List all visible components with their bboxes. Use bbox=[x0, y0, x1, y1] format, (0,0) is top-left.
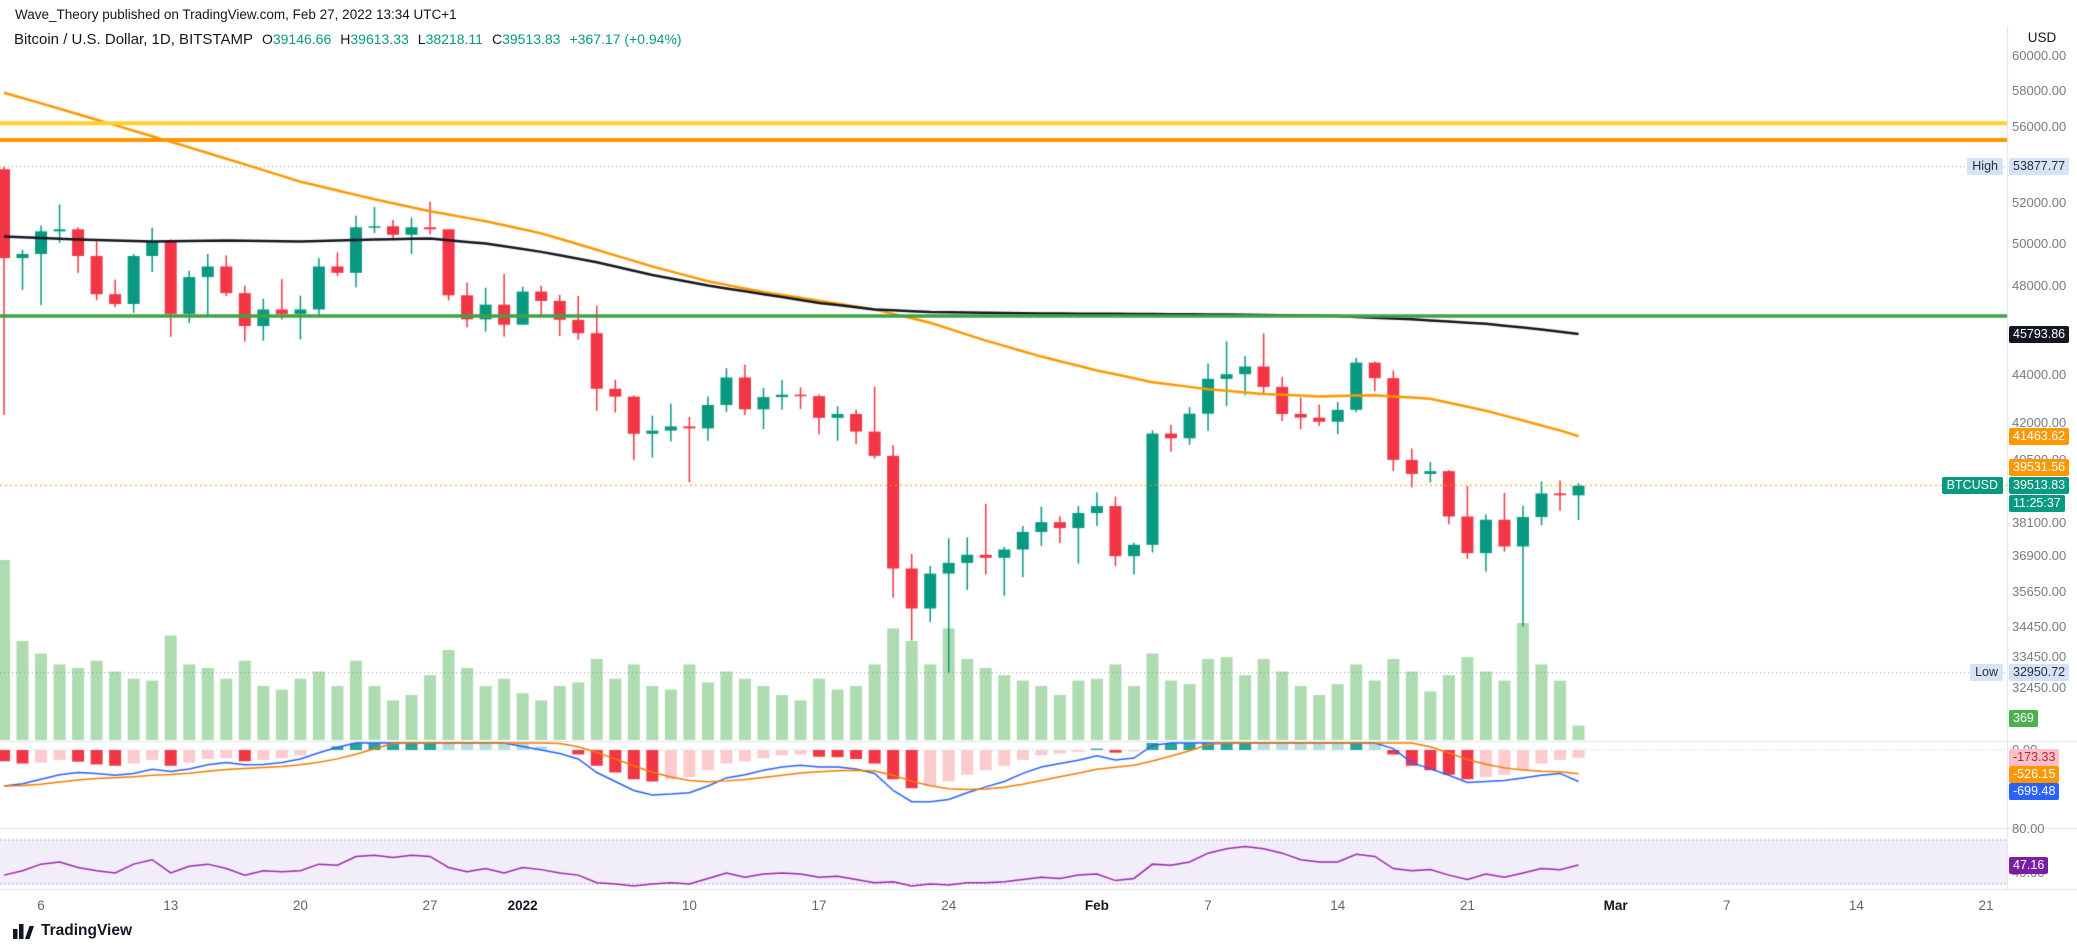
time-axis-label: 17 bbox=[811, 898, 827, 913]
bar-countdown-badge: 11:25:37 bbox=[2009, 495, 2065, 513]
change-value: +367.17 (+0.94%) bbox=[569, 31, 682, 47]
macd-line-badge: -699.48 bbox=[2009, 783, 2060, 801]
time-axis-label: 21 bbox=[1978, 898, 1994, 913]
time-axis-label: 20 bbox=[292, 898, 308, 913]
rsi-upper-tick: 80.00 bbox=[2012, 821, 2045, 836]
time-axis-label: 14 bbox=[1330, 898, 1346, 913]
open-label: O bbox=[261, 31, 273, 47]
time-axis-label: 10 bbox=[681, 898, 697, 913]
range-low-price-badge: 32950.72 bbox=[2009, 664, 2070, 682]
time-axis-label: 13 bbox=[163, 898, 179, 913]
ma-orange-value-badge: 41463.62 bbox=[2009, 427, 2070, 445]
time-axis-label: 24 bbox=[941, 898, 957, 913]
range-high-label: High bbox=[1967, 158, 2003, 176]
low-value: 38218.11 bbox=[425, 31, 483, 47]
time-axis-label: 21 bbox=[1459, 898, 1475, 913]
time-axis-label: Mar bbox=[1603, 898, 1628, 913]
currency-label[interactable]: USD bbox=[2027, 30, 2057, 45]
range-high-price-badge: 53877.77 bbox=[2009, 158, 2070, 176]
time-axis-label: Feb bbox=[1084, 898, 1109, 913]
chart-legend: Bitcoin / U.S. Dollar, 1D, BITSTAMP O 391… bbox=[14, 31, 682, 48]
close-value: 39513.83 bbox=[502, 31, 561, 47]
tradingview-logo-icon bbox=[13, 923, 34, 939]
time-axis[interactable]: 6 13 20 27 2022 10 17 24 Feb 7 14 21 Mar 7 14 21 bbox=[0, 889, 2077, 921]
tradingview-logo[interactable]: TradingView bbox=[13, 922, 132, 940]
high-label: H bbox=[340, 31, 351, 47]
volume-value-badge: 369 bbox=[2009, 710, 2038, 728]
attribution-text: Wave_Theory published on TradingView.com… bbox=[15, 7, 457, 22]
orange-level-badge: 39531.56 bbox=[2009, 458, 2070, 476]
close-label: C bbox=[491, 31, 503, 47]
macd-signal-badge: -526.15 bbox=[2009, 766, 2060, 784]
time-axis-label: 7 bbox=[1722, 898, 1731, 913]
time-axis-label: 2022 bbox=[507, 898, 538, 913]
macd-histogram-badge: -173.33 bbox=[2009, 749, 2060, 767]
time-axis-label: 14 bbox=[1848, 898, 1864, 913]
high-value: 39613.33 bbox=[350, 31, 409, 47]
rsi-value-badge: 47.16 bbox=[2009, 856, 2049, 874]
symbol-tag-badge: BTCUSD bbox=[1941, 477, 2003, 495]
time-axis-label: 27 bbox=[422, 898, 438, 913]
tradingview-logo-text: TradingView bbox=[41, 922, 133, 939]
low-label: L bbox=[417, 31, 426, 47]
last-price-badge: 39513.83 bbox=[2009, 477, 2070, 495]
time-axis-label: 6 bbox=[37, 898, 45, 913]
range-low-label: Low bbox=[1970, 664, 2003, 682]
ma-black-value-badge: 45793.86 bbox=[2009, 325, 2070, 343]
time-axis-label: 7 bbox=[1204, 898, 1212, 913]
open-value: 39146.66 bbox=[272, 31, 332, 47]
symbol-title: Bitcoin / U.S. Dollar, 1D, BITSTAMP bbox=[14, 31, 253, 48]
